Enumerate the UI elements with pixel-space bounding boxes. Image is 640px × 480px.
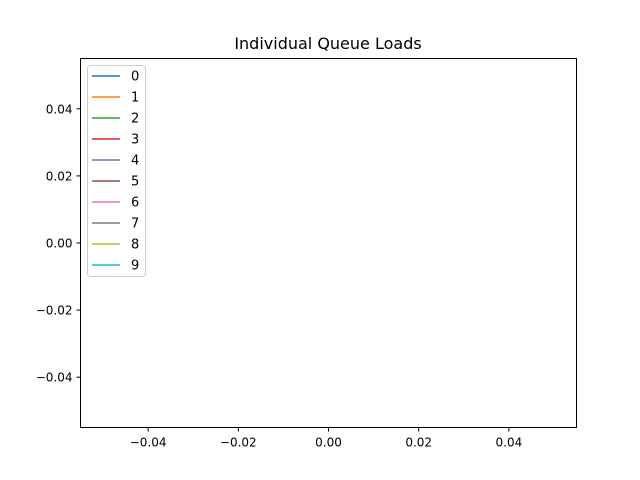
legend-label: 7 xyxy=(131,217,139,232)
legend-item: 8 xyxy=(92,238,139,253)
legend-label: 9 xyxy=(131,259,139,274)
y-tick-label: 0.04 xyxy=(46,102,73,116)
x-tick-label: 0.02 xyxy=(405,436,432,450)
legend-item: 5 xyxy=(92,175,139,190)
x-tick-label: 0.00 xyxy=(315,436,342,450)
legend-label: 2 xyxy=(131,112,139,127)
x-tick-label: −0.02 xyxy=(220,436,257,450)
legend-label: 6 xyxy=(131,196,139,211)
legend-item: 2 xyxy=(92,112,139,127)
legend-label: 0 xyxy=(131,70,139,85)
legend-item: 0 xyxy=(92,70,139,85)
legend-item: 6 xyxy=(92,196,139,211)
x-tick-label: 0.04 xyxy=(496,436,523,450)
y-tick-label: −0.04 xyxy=(36,371,73,385)
y-tick-label: −0.02 xyxy=(36,304,73,318)
legend-label: 4 xyxy=(131,154,139,169)
y-axis: −0.04 −0.02 0.00 0.02 0.04 xyxy=(36,102,81,385)
legend-label: 3 xyxy=(131,133,139,148)
legend-item: 1 xyxy=(92,91,139,106)
legend-label: 8 xyxy=(131,238,139,253)
legend-label: 5 xyxy=(131,175,139,190)
legend-item: 7 xyxy=(92,217,139,232)
x-tick-label: −0.04 xyxy=(130,436,167,450)
legend-item: 9 xyxy=(92,259,139,274)
legend-label: 1 xyxy=(131,91,139,106)
x-axis: −0.04 −0.02 0.00 0.02 0.04 xyxy=(130,427,523,450)
legend-item: 4 xyxy=(92,154,139,169)
y-tick-label: 0.02 xyxy=(46,169,73,183)
y-tick-label: 0.00 xyxy=(46,237,73,251)
legend-item: 3 xyxy=(92,133,139,148)
chart-title: Individual Queue Loads xyxy=(234,34,421,53)
legend: 0 1 2 3 4 5 6 7 8 9 xyxy=(87,65,146,277)
